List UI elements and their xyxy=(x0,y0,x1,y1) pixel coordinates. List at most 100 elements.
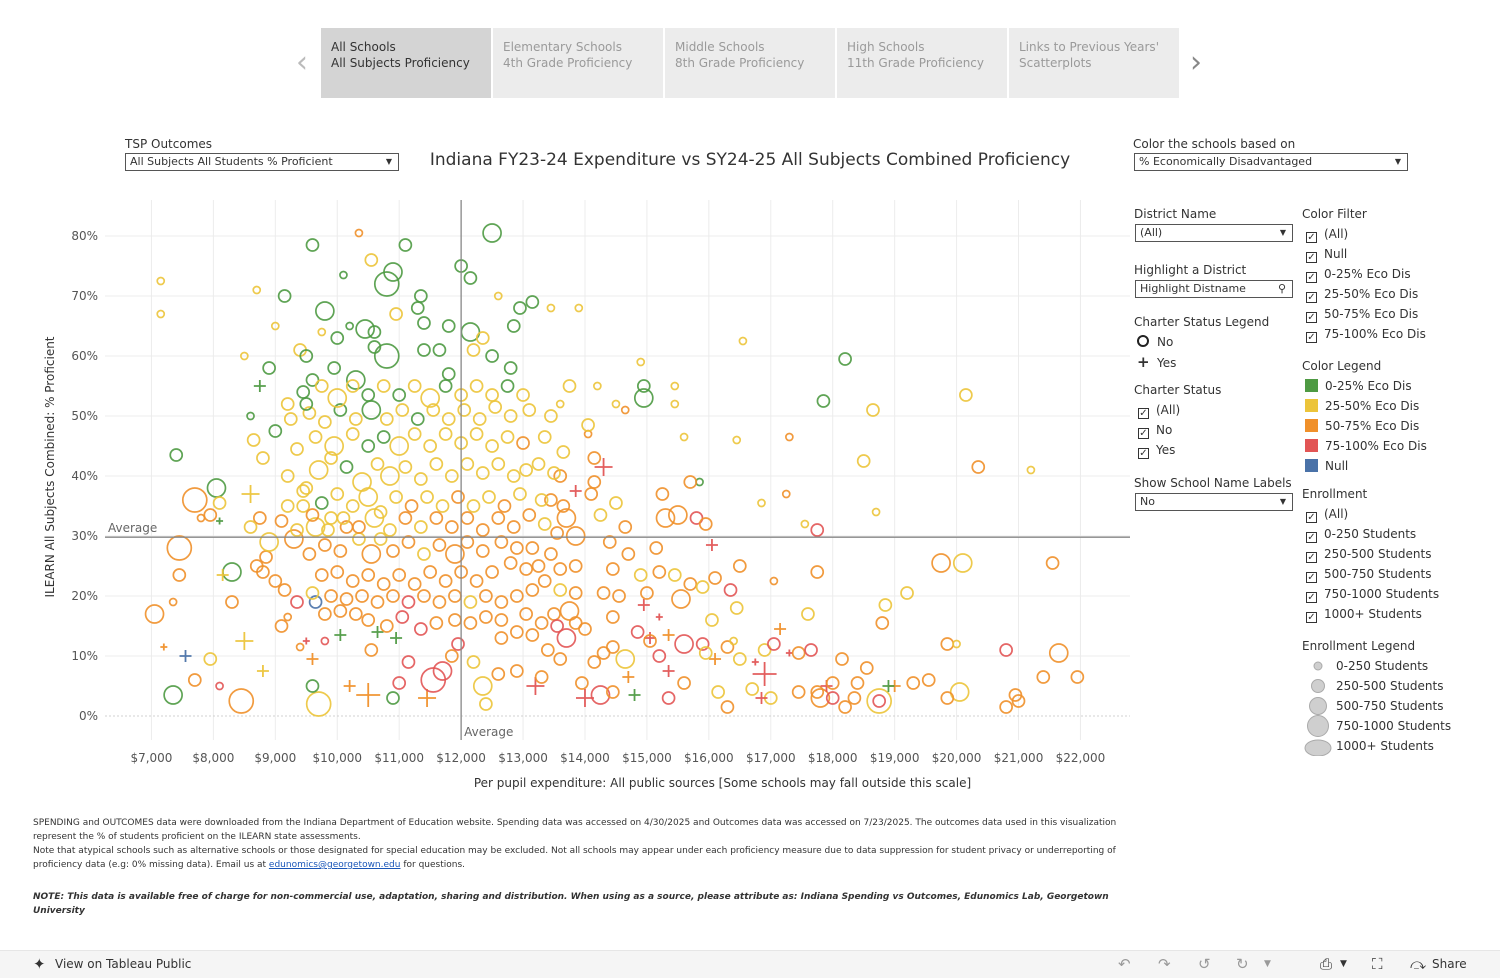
download-icon[interactable]: ⎙ xyxy=(1320,955,1333,973)
data-point xyxy=(345,574,360,588)
checkbox-icon[interactable]: ✓ xyxy=(1306,292,1317,303)
checkbox-icon[interactable]: ✓ xyxy=(1306,272,1317,283)
data-point xyxy=(361,388,376,402)
tsp-outcomes-dropdown[interactable]: All Subjects All Students % Proficient ▼ xyxy=(125,153,399,171)
data-point xyxy=(584,487,599,501)
data-point xyxy=(376,577,391,591)
data-point xyxy=(1026,465,1036,475)
data-point xyxy=(940,637,955,651)
data-point xyxy=(720,700,735,714)
chevron-down-icon: ▼ xyxy=(1394,157,1401,166)
checkbox-icon[interactable]: ✓ xyxy=(1306,512,1317,523)
checkbox-label: Yes xyxy=(1156,443,1176,457)
checkbox-icon[interactable]: ✓ xyxy=(1306,252,1317,263)
revert-icon[interactable]: ↺ xyxy=(1198,955,1211,973)
email-link[interactable]: edunomics@georgetown.edu xyxy=(268,860,401,870)
checkbox-icon[interactable]: ✓ xyxy=(1306,572,1317,583)
data-point xyxy=(537,574,552,588)
data-point xyxy=(414,520,428,534)
checkbox-label: 750-1000 Students xyxy=(1324,587,1440,601)
school-labels-dropdown[interactable]: No ▼ xyxy=(1135,493,1293,511)
data-point xyxy=(441,367,456,381)
enrollment-filter-500-750[interactable]: ✓ 500-750 Students xyxy=(1306,566,1431,583)
enrollment-label: Enrollment xyxy=(1302,487,1368,501)
enrollment-filter-750-1000[interactable]: ✓ 750-1000 Students xyxy=(1306,586,1440,603)
checkbox-icon[interactable]: ✓ xyxy=(1306,532,1317,543)
color-filter-50-75[interactable]: ✓ 50-75% Eco Dis xyxy=(1306,306,1418,323)
color-legend-text: 50-75% Eco Dis xyxy=(1325,419,1420,433)
enrollment-filter-0-250[interactable]: ✓ 0-250 Students xyxy=(1306,526,1416,543)
data-point xyxy=(333,544,348,558)
checkbox-icon[interactable]: ✓ xyxy=(1306,232,1317,243)
data-point xyxy=(330,487,345,501)
enrollment-filter-250-500[interactable]: ✓ 250-500 Students xyxy=(1306,546,1431,563)
download-dropdown-icon[interactable]: ▼ xyxy=(1340,959,1347,969)
data-point xyxy=(315,301,335,321)
previous-arrow-icon[interactable]: ‹ xyxy=(296,45,308,80)
x-tick-label: $20,000 xyxy=(932,751,982,765)
charter-status-yes[interactable]: ✓ Yes xyxy=(1138,442,1176,459)
tab-high-schools[interactable]: High Schools 11th Grade Proficiency xyxy=(837,28,1007,98)
data-point-charter xyxy=(302,637,310,645)
checkbox-icon[interactable]: ✓ xyxy=(1306,312,1317,323)
data-point xyxy=(268,424,283,438)
share-icon[interactable]: ⤼ xyxy=(1410,955,1427,973)
charter-status-no[interactable]: ✓ No xyxy=(1138,422,1172,439)
data-point-charter xyxy=(644,632,657,644)
data-point xyxy=(451,637,465,651)
next-arrow-icon[interactable]: › xyxy=(1190,45,1202,80)
data-point xyxy=(345,321,354,331)
data-point xyxy=(491,511,506,525)
checkbox-icon[interactable]: ✓ xyxy=(1306,552,1317,563)
data-point xyxy=(432,595,447,609)
charter-status-all[interactable]: ✓ (All) xyxy=(1138,402,1180,419)
view-on-tableau-link[interactable]: View on Tableau Public xyxy=(55,957,192,971)
enrollment-filter-1000-plus[interactable]: ✓ 1000+ Students xyxy=(1306,606,1422,623)
color-based-on-dropdown[interactable]: % Economically Disadvantaged ▼ xyxy=(1134,153,1408,171)
data-point xyxy=(283,612,293,622)
data-point xyxy=(395,610,410,624)
color-filter-all[interactable]: ✓ (All) xyxy=(1306,226,1348,243)
charter-legend-yes-label: Yes xyxy=(1157,356,1177,370)
data-point xyxy=(757,498,766,508)
enrollment-filter-all[interactable]: ✓ (All) xyxy=(1306,506,1348,523)
data-point xyxy=(318,415,332,429)
data-point xyxy=(364,643,379,657)
checkbox-icon[interactable]: ✓ xyxy=(1138,448,1149,459)
data-point xyxy=(745,682,760,696)
data-point xyxy=(429,511,444,525)
enrollment-legend-item: 750-1000 Students xyxy=(1336,719,1452,733)
checkbox-icon[interactable]: ✓ xyxy=(1138,428,1149,439)
checkbox-icon[interactable]: ✓ xyxy=(1306,592,1317,603)
data-point xyxy=(295,642,305,652)
data-point xyxy=(386,589,400,603)
tab-middle-schools[interactable]: Middle Schools 8th Grade Proficiency xyxy=(665,28,835,98)
data-point xyxy=(519,463,533,477)
data-point xyxy=(1045,556,1060,570)
district-name-label: District Name xyxy=(1134,207,1217,221)
district-name-dropdown[interactable]: (All) ▼ xyxy=(1135,224,1293,242)
highlight-district-input[interactable]: Highlight Distname ⚲ xyxy=(1135,280,1293,298)
tab-elementary-schools[interactable]: Elementary Schools 4th Grade Proficiency xyxy=(493,28,663,98)
color-filter-75-100[interactable]: ✓ 75-100% Eco Dis xyxy=(1306,326,1426,343)
undo-icon[interactable]: ↶ xyxy=(1118,955,1131,973)
fullscreen-icon[interactable]: ⛶ xyxy=(1372,955,1383,973)
checkbox-icon[interactable]: ✓ xyxy=(1306,332,1317,343)
tab-all-schools[interactable]: All Schools All Subjects Proficiency xyxy=(321,28,491,98)
checkbox-icon[interactable]: ✓ xyxy=(1138,408,1149,419)
data-point xyxy=(723,583,738,597)
redo-icon[interactable]: ↷ xyxy=(1158,955,1171,973)
pause-dropdown-icon[interactable]: ▼ xyxy=(1264,959,1271,969)
data-point xyxy=(550,526,564,540)
data-point xyxy=(448,613,462,627)
refresh-icon[interactable]: ↻ xyxy=(1236,955,1249,973)
tab-previous-years[interactable]: Links to Previous Years' Scatterplots xyxy=(1009,28,1179,98)
color-filter-0-25[interactable]: ✓ 0-25% Eco Dis xyxy=(1306,266,1411,283)
color-filter-25-50[interactable]: ✓ 25-50% Eco Dis xyxy=(1306,286,1418,303)
data-point xyxy=(345,379,360,393)
share-button[interactable]: Share xyxy=(1432,957,1467,971)
data-point xyxy=(444,649,459,663)
color-filter-null[interactable]: ✓ Null xyxy=(1306,246,1347,263)
checkbox-icon[interactable]: ✓ xyxy=(1306,612,1317,623)
data-point xyxy=(636,357,646,367)
